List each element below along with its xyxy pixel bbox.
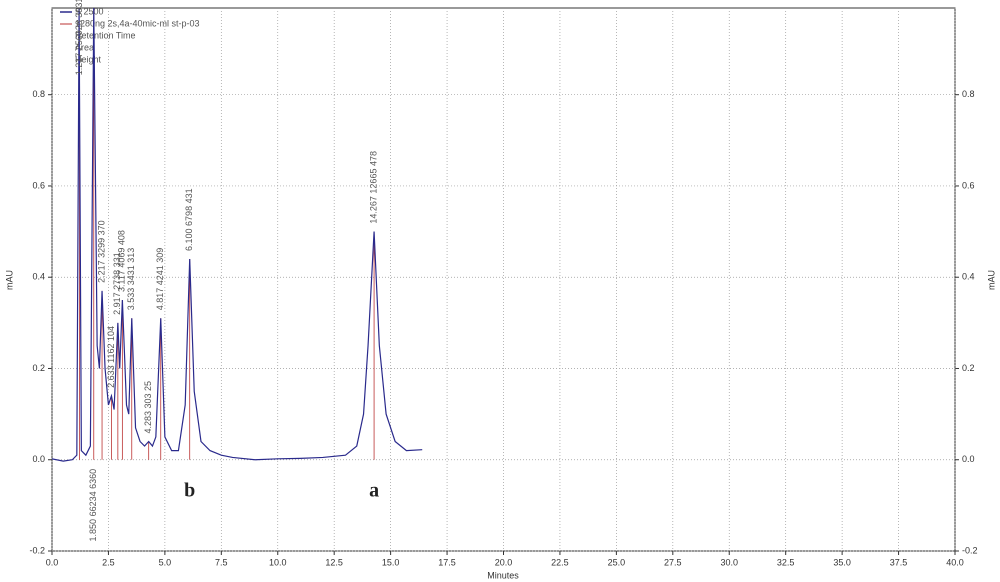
x-tick-label: 12.5 [325,557,343,567]
y-tick-label: 0.6 [32,180,45,190]
peak-label: 14.267 12665 478 [368,151,378,224]
peak-label: 1.850 66234 6360 [88,469,98,542]
x-tick-label: 27.5 [664,557,682,567]
peak-label: 3.117 4069 408 [117,230,127,292]
peak-annotation: b [184,479,195,501]
legend-text: S 2500 [75,6,104,16]
x-tick-label: 25.0 [608,557,626,567]
peak-annotation: a [369,479,379,501]
y2-tick-label: 0.4 [962,272,975,282]
y-axis-label: mAU [4,270,14,290]
legend-text: 1280ng 2s,4a-40mic-ml st-p-03 [75,18,200,28]
x-tick-label: 17.5 [438,557,456,567]
y-tick-label: 0.8 [32,89,45,99]
trace-line [52,8,423,462]
y2-tick-label: -0.2 [962,545,978,555]
x-tick-label: 15.0 [382,557,400,567]
legend-text: Retention Time [75,30,136,40]
peak-label: 2.917 2738 331 [112,252,122,315]
y2-tick-label: 0.6 [962,180,975,190]
peak-label: 3.533 3431 313 [126,248,136,311]
peak-label: 4.817 4241 309 [155,248,165,311]
peak-label: 2.217 3299 370 [96,220,106,283]
x-tick-label: 2.5 [102,557,115,567]
y2-axis-label: mAU [986,270,996,290]
y2-tick-label: 0.0 [962,454,975,464]
peak-label: 2.633 1162 104 [106,326,116,388]
y-tick-label: 0.2 [32,363,45,373]
peak-label: 1.217 256926 3931 [74,0,84,75]
legend-text: Area [75,42,94,52]
peak-label: 4.283 303 25 [143,381,153,434]
y-tick-label: 0.0 [32,454,45,464]
x-tick-label: 40.0 [946,557,964,567]
x-tick-label: 35.0 [833,557,851,567]
plot-area [52,8,423,462]
x-tick-label: 32.5 [777,557,795,567]
y-tick-label: 0.4 [32,272,45,282]
y-tick-label: -0.2 [29,545,45,555]
y2-tick-label: 0.8 [962,89,975,99]
x-tick-label: 5.0 [159,557,172,567]
x-tick-label: 22.5 [551,557,569,567]
x-tick-label: 37.5 [890,557,908,567]
peak-label: 6.100 6798 431 [184,188,194,251]
x-tick-label: 10.0 [269,557,287,567]
x-tick-label: 20.0 [495,557,513,567]
x-tick-label: 7.5 [215,557,228,567]
x-axis-label: Minutes [487,570,519,580]
y2-tick-label: 0.2 [962,363,975,373]
x-tick-label: 0.0 [46,557,59,567]
x-tick-label: 30.0 [720,557,738,567]
legend-text: Height [75,54,102,64]
